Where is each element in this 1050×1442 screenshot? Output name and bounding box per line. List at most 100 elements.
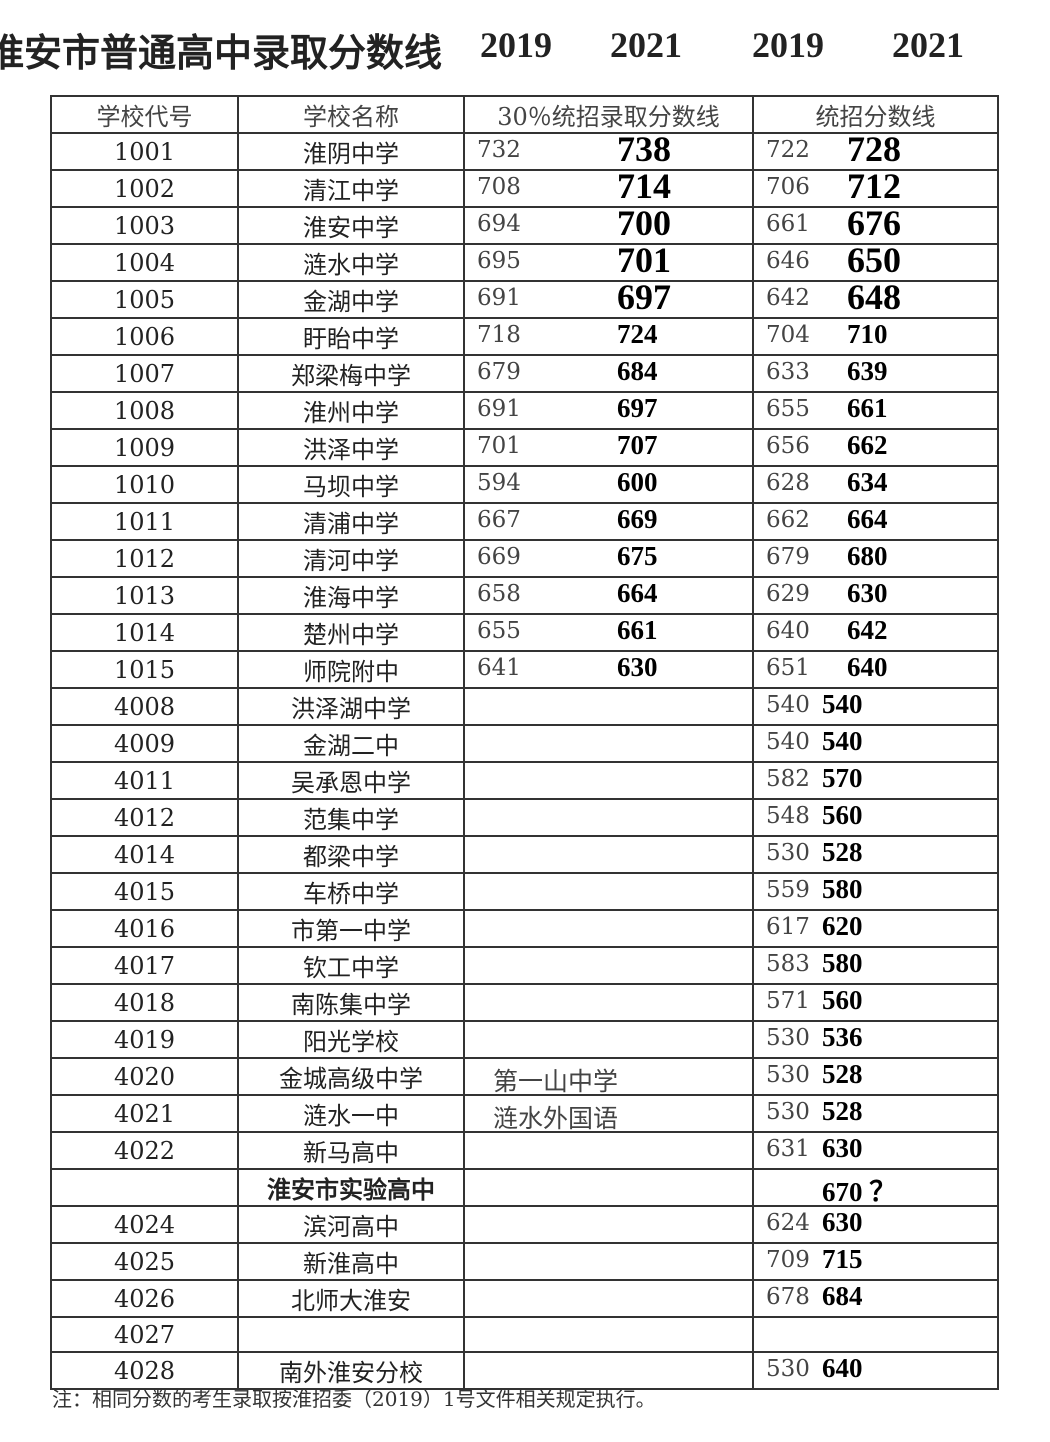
unified-score-cell: 631 630 [752,1131,999,1170]
table-row: 4027 [50,1316,999,1353]
score-2019: 633 [766,359,810,385]
unified-score-cell: 571 560 [752,983,999,1022]
quota-score-cell [463,1316,754,1353]
table-row: 4026 北师大淮安 678 684 [50,1279,999,1318]
school-name: 淮海中学 [237,576,465,615]
header-cell: 学校代号 [50,95,239,134]
quota-score-cell: 658 664 [463,576,754,615]
score-2019: 656 [766,433,810,459]
quota-score-cell [463,1131,754,1170]
unified-score-cell: 530 528 [752,1094,999,1133]
score-2019: 628 [766,470,810,496]
school-code: 4011 [50,761,239,800]
score-2021: 630 [847,578,888,608]
unified-score-cell: 628 634 [752,465,999,504]
score-2019: 718 [477,322,521,348]
score-2021: 600 [617,467,658,497]
score-2021: 620 [822,911,863,941]
unified-score-cell: 640 642 [752,613,999,652]
table-row: 1009 洪泽中学 701 707 656 662 [50,428,999,467]
score-2019: 709 [766,1247,810,1273]
quota-score-cell: 708 714 [463,166,754,208]
score-2021: 630 [822,1207,863,1237]
unified-score-cell: 704 710 [752,317,999,356]
score-2021: 675 [617,541,658,571]
quota-score-cell: 695 701 [463,240,754,282]
unified-score-cell: 624 630 [752,1205,999,1244]
header-cell: 统招分数线 [752,95,999,134]
school-code: 1002 [50,169,239,208]
school-name: 南外淮安分校 [237,1351,465,1390]
school-code: 4028 [50,1351,239,1390]
score-2019: 617 [766,914,810,940]
school-name: 吴承恩中学 [237,761,465,800]
score-2021: 700 [617,203,671,243]
school-code: 1014 [50,613,239,652]
school-code: 4015 [50,872,239,911]
school-code: 1010 [50,465,239,504]
score-2021: 662 [847,430,888,460]
score-2021: 630 [822,1133,863,1163]
school-name: 南陈集中学 [237,983,465,1022]
table-row: 1004 涟水中学 695 701 646 650 [50,240,999,282]
score-2021: 634 [847,467,888,497]
table-row: 4009 金湖二中 540 540 [50,724,999,763]
year: 2019 [752,25,824,65]
school-code: 4017 [50,946,239,985]
school-code: 1011 [50,502,239,541]
unified-score-cell: 722 728 [752,129,999,171]
score-2021: 697 [617,393,658,423]
score-2019: 629 [766,581,810,607]
school-name: 涟水一中 [237,1094,465,1133]
table-row: 4014 都梁中学 530 528 [50,835,999,874]
quota-score-cell: 732 738 [463,129,754,171]
unified-score-cell: 646 650 [752,240,999,282]
unified-score-cell: 656 662 [752,428,999,467]
school-name: 范集中学 [237,798,465,837]
score-2019: 655 [766,396,810,422]
school-name: 滨河高中 [237,1205,465,1244]
quota-score-cell [463,1020,754,1059]
table-row: 4028 南外淮安分校 530 640 [50,1351,999,1390]
score-2021: 664 [617,578,658,608]
score-2019: 679 [766,544,810,570]
quota-score-cell: 701 707 [463,428,754,467]
unified-score-cell: 661 676 [752,203,999,245]
table-row: 4020 金城高级中学 第一山中学 530 528 [50,1057,999,1096]
score-2019: 651 [766,655,810,681]
school-name: 洪泽中学 [237,428,465,467]
school-code: 4020 [50,1057,239,1096]
footnote: 注：相同分数的考生录取按淮招委（2019）1号文件相关规定执行。 [52,1387,656,1411]
unified-score-cell: 559 580 [752,872,999,911]
school-name: 淮州中学 [237,391,465,430]
score-2021: 664 [847,504,888,534]
score-2019: 708 [477,174,521,200]
school-code: 4014 [50,835,239,874]
score-2019: 530 [766,1025,810,1051]
school-code: 4022 [50,1131,239,1170]
score-2019: 530 [766,1356,810,1382]
score-2021: 707 [617,430,658,460]
score-2021: 560 [822,985,863,1015]
table-row: 4019 阳光学校 530 536 [50,1020,999,1059]
score-2021: 684 [617,356,658,386]
score-2019: 530 [766,1062,810,1088]
unified-score-cell: 540 540 [752,687,999,726]
school-code: 4021 [50,1094,239,1133]
title: 淮安市普通高中录取分数线 [0,30,443,75]
school-name: 郑梁梅中学 [237,354,465,393]
school-name: 马坝中学 [237,465,465,504]
year: 2021 [610,25,682,65]
score-2019: 655 [477,618,521,644]
score-2019: 641 [477,655,521,681]
header-cell: 学校名称 [237,95,465,134]
quota-score-cell: 694 700 [463,203,754,245]
year: 2019 [480,25,552,65]
quota-score-cell [463,872,754,911]
unified-score-cell: 530 528 [752,835,999,874]
quota-score-cell: 691 697 [463,391,754,430]
score-2019: 594 [477,470,521,496]
table-row: 1010 马坝中学 594 600 628 634 [50,465,999,504]
school-code: 1003 [50,206,239,245]
quota-score-cell [463,1168,754,1207]
